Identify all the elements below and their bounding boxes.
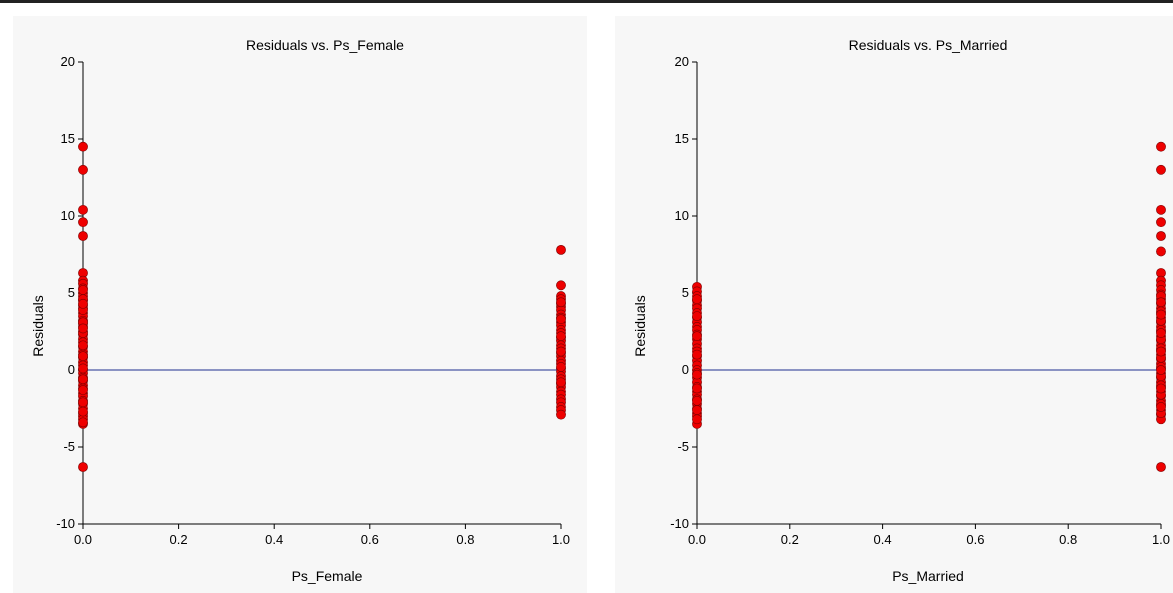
x-tick-label: 0.0 (74, 532, 92, 547)
x-tick-label: 0.0 (688, 532, 706, 547)
data-point (1156, 346, 1166, 357)
data-point (1156, 462, 1166, 472)
y-tick-label: 20 (61, 54, 75, 69)
y-tick-label: -10 (670, 516, 689, 531)
y-tick-label: 15 (675, 131, 689, 146)
data-point (78, 351, 88, 362)
data-point (78, 397, 88, 408)
y-tick-label: 10 (675, 208, 689, 223)
data-point (556, 314, 566, 325)
data-point (78, 231, 88, 241)
y-axis-ticks: -10 -5 0 5 10 15 20 (56, 54, 83, 531)
data-point (556, 346, 566, 357)
data-point (1156, 297, 1166, 308)
residuals-vs-ps-married-panel: Residuals vs. Ps_Married Residuals Ps_Ma… (615, 16, 1173, 593)
x-tick-label: 0.4 (874, 532, 892, 547)
data-point (1156, 204, 1166, 215)
y-tick-label: -10 (56, 516, 75, 531)
data-point (78, 374, 88, 385)
data-point (78, 285, 88, 295)
data-point (692, 414, 702, 425)
data-point (1156, 141, 1166, 152)
x-tick-label: 0.2 (781, 532, 799, 547)
data-point (78, 164, 88, 175)
y-tick-label: 10 (61, 208, 75, 223)
data-point (692, 331, 702, 342)
residuals-vs-ps-female-panel: Residuals vs. Ps_Female Residuals Ps_Fem… (13, 16, 587, 593)
x-tick-label: 0.8 (456, 532, 474, 547)
x-tick-label: 0.2 (170, 532, 188, 547)
data-point (1156, 164, 1166, 175)
data-point (692, 383, 702, 394)
data-point (692, 294, 702, 305)
data-point (692, 311, 702, 321)
x-tick-label: 0.4 (265, 532, 283, 547)
x-tick-label: 1.0 (1152, 532, 1170, 547)
y-tick-label: -5 (677, 439, 689, 454)
top-divider (0, 0, 1173, 3)
y-tick-label: -5 (63, 439, 75, 454)
data-point (556, 331, 566, 342)
x-axis-ticks: 0.0 0.2 0.4 0.6 0.8 1.0 (74, 524, 570, 547)
data-point (78, 385, 88, 395)
x-axis-label: Ps_Female (292, 568, 363, 584)
data-point (78, 363, 88, 374)
y-axis-label: Residuals (30, 295, 46, 356)
data-point (692, 349, 702, 360)
residuals-vs-ps-married-chart: Residuals vs. Ps_Married Residuals Ps_Ma… (632, 37, 1170, 584)
data-point (556, 297, 566, 308)
data-point (1156, 328, 1166, 338)
data-point (78, 217, 88, 228)
data-point (78, 417, 88, 428)
data-point (78, 406, 88, 417)
y-tick-label: 5 (68, 285, 75, 300)
data-point (1156, 246, 1166, 257)
y-tick-label: 0 (68, 362, 75, 377)
data-point (1156, 217, 1166, 228)
data-point (78, 141, 88, 152)
data-point (1156, 365, 1166, 375)
y-tick-label: 20 (675, 54, 689, 69)
data-point (556, 377, 566, 388)
y-axis-label: Residuals (632, 295, 648, 356)
data-point (1156, 383, 1166, 394)
x-tick-label: 0.6 (361, 532, 379, 547)
y-tick-label: 0 (682, 362, 689, 377)
chart-title: Residuals vs. Ps_Married (849, 37, 1008, 53)
x-axis-ticks: 0.0 0.2 0.4 0.6 0.8 1.0 (688, 524, 1170, 547)
data-point (78, 462, 88, 472)
data-point (692, 369, 702, 380)
data-point (556, 362, 566, 372)
data-point (78, 323, 88, 334)
x-tick-label: 0.6 (966, 532, 984, 547)
x-axis-label: Ps_Married (892, 568, 964, 584)
data-point (78, 298, 88, 309)
y-axis-ticks: -10 -5 0 5 10 15 20 (670, 54, 697, 531)
data-point (692, 395, 702, 406)
chart-title: Residuals vs. Ps_Female (246, 37, 404, 53)
data-points (692, 141, 1166, 472)
data-points (78, 141, 566, 472)
y-tick-label: 5 (682, 285, 689, 300)
data-point (78, 340, 88, 351)
data-point (692, 405, 702, 415)
data-point (1156, 309, 1166, 320)
data-point (556, 244, 566, 255)
data-point (1156, 402, 1166, 412)
data-point (1156, 231, 1166, 241)
y-tick-label: 15 (61, 131, 75, 146)
x-tick-label: 1.0 (552, 532, 570, 547)
x-tick-label: 0.8 (1059, 532, 1077, 547)
data-point (78, 204, 88, 215)
data-point (556, 280, 566, 291)
residuals-vs-ps-female-chart: Residuals vs. Ps_Female Residuals Ps_Fem… (30, 37, 570, 584)
data-point (556, 409, 566, 420)
